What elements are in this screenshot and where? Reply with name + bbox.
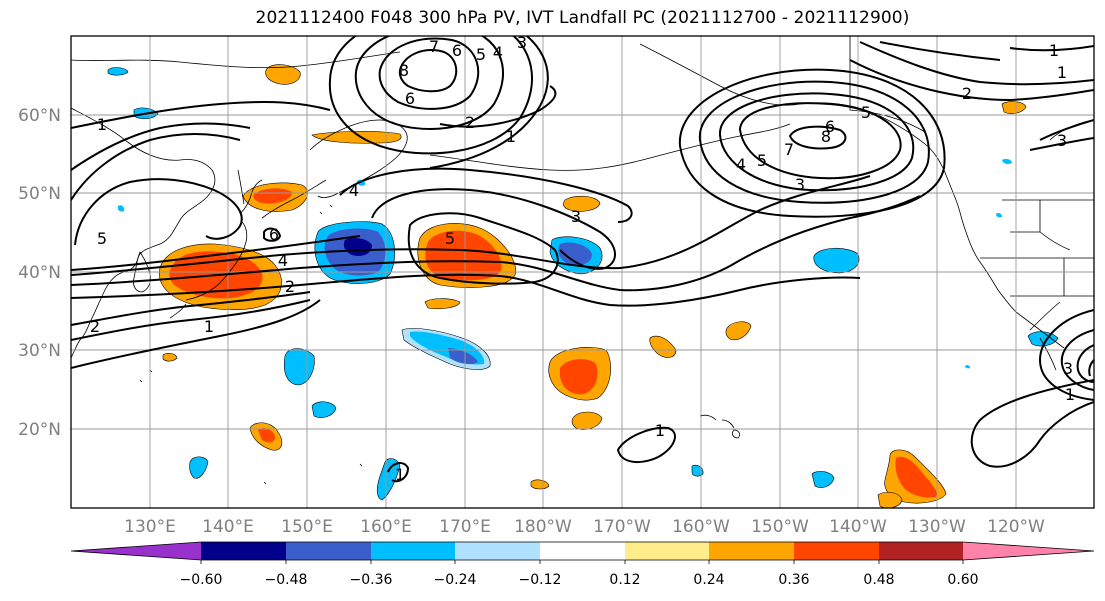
contour-label: 4 xyxy=(349,181,359,200)
colorbar-tick-label: 0.48 xyxy=(863,572,894,588)
ivt-contours xyxy=(71,36,1094,483)
colorbar-tick-label: 0.24 xyxy=(693,572,724,588)
contour-label: 4 xyxy=(278,251,288,270)
lon-label: 130°E xyxy=(124,517,176,537)
contour-label: 1 xyxy=(1065,385,1075,404)
lon-label: 150°E xyxy=(281,517,333,537)
lat-label: 40°N xyxy=(18,263,61,283)
lon-label: 120°W xyxy=(987,517,1045,537)
lon-label: 140°W xyxy=(829,517,887,537)
lon-label: 150°W xyxy=(751,517,809,537)
colorbar-tick-label: 0.36 xyxy=(778,572,809,588)
colorbar-tick-label: 0.60 xyxy=(947,572,978,588)
contour-label: 7 xyxy=(784,140,794,159)
colorbar-segment xyxy=(794,542,879,560)
contour-label: 2 xyxy=(465,113,475,132)
contour-label: 3 xyxy=(795,175,805,194)
lon-label: 160°W xyxy=(672,517,730,537)
colorbar-tick-label: −0.48 xyxy=(265,572,308,588)
contour-label: 1 xyxy=(1049,41,1059,60)
pv-negative-shading xyxy=(107,67,1059,501)
colorbar-segment xyxy=(286,542,371,560)
colorbar-tick-label: 0.12 xyxy=(609,572,640,588)
colorbar-segment xyxy=(371,542,455,560)
contour-label: 7 xyxy=(429,37,439,56)
contour-label: 6 xyxy=(269,225,279,244)
contour-label: 5 xyxy=(861,103,871,122)
lon-label: 130°W xyxy=(908,517,966,537)
contour-label: 1 xyxy=(1057,63,1067,82)
contour-label: 2 xyxy=(962,84,972,103)
contour-label: 5 xyxy=(445,229,455,248)
contour-label: 1 xyxy=(395,465,405,484)
colorbar xyxy=(70,541,1095,564)
colorbar-tick-label: −0.12 xyxy=(519,572,562,588)
contour-label: 5 xyxy=(97,229,107,248)
contour-label: 3 xyxy=(571,207,581,226)
contour-label: 3 xyxy=(517,33,527,52)
colorbar-segment xyxy=(540,542,625,560)
contour-label: 5 xyxy=(757,151,767,170)
lon-label: 160°E xyxy=(360,517,412,537)
contour-label: 4 xyxy=(736,155,746,174)
gridlines xyxy=(71,36,1094,508)
contour-label: 2 xyxy=(285,277,295,296)
contour-label: 3 xyxy=(1057,131,1067,150)
colorbar-extend-high xyxy=(963,542,1094,560)
lon-label: 170°E xyxy=(439,517,491,537)
lat-label: 50°N xyxy=(18,184,61,204)
lat-label: 30°N xyxy=(18,341,61,361)
colorbar-tick-label: −0.24 xyxy=(434,572,477,588)
lon-label: 180°W xyxy=(514,517,572,537)
colorbar-segment xyxy=(625,542,709,560)
lon-label: 140°E xyxy=(202,517,254,537)
contour-label: 1 xyxy=(97,115,107,134)
contour-label: 6 xyxy=(452,41,462,60)
map-frame xyxy=(70,35,1095,509)
contour-label: 6 xyxy=(405,89,415,108)
colorbar-tick-label: −0.60 xyxy=(180,572,223,588)
contour-label: 1 xyxy=(204,317,214,336)
colorbar-segment xyxy=(455,542,540,560)
colorbar-tick-label: −0.36 xyxy=(350,572,393,588)
colorbar-segment xyxy=(201,542,286,560)
colorbar-segment xyxy=(709,542,794,560)
contour-label: 6 xyxy=(825,117,835,136)
lon-label: 170°W xyxy=(593,517,651,537)
map-title: 2021112400 F048 300 hPa PV, IVT Landfall… xyxy=(255,8,910,28)
pv-positive-shading xyxy=(159,64,1027,508)
contour-label: 1 xyxy=(655,421,665,440)
colorbar-segment xyxy=(879,542,963,560)
lat-label: 60°N xyxy=(18,106,61,126)
contour-label: 8 xyxy=(821,127,831,146)
colorbar-extend-low xyxy=(71,542,201,560)
contour-label: 8 xyxy=(399,61,409,80)
contour-label: 1 xyxy=(506,127,516,146)
contour-label: 5 xyxy=(476,45,486,64)
contour-label: 4 xyxy=(493,43,503,62)
contour-label: 3 xyxy=(1063,359,1073,378)
lat-label: 20°N xyxy=(18,420,61,440)
contour-label: 2 xyxy=(90,317,100,336)
